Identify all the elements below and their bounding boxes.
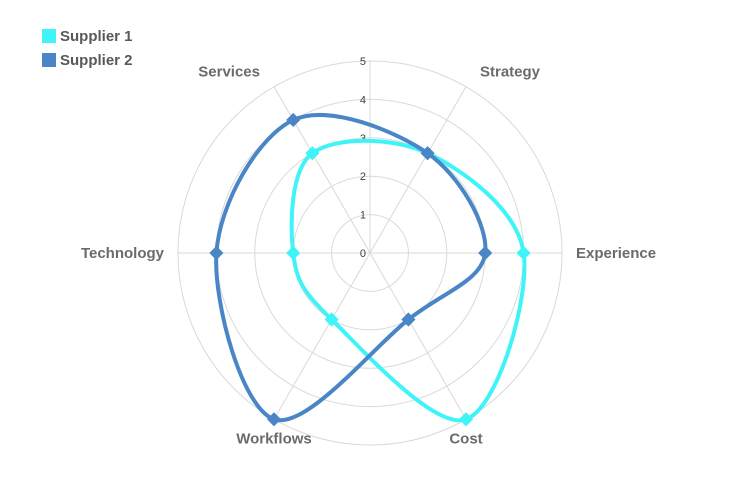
point-supplier-2-workflows xyxy=(266,412,282,427)
category-label-workflows: Workflows xyxy=(236,430,312,447)
series-line-supplier-1 xyxy=(289,138,527,423)
point-supplier-2-experience xyxy=(478,245,493,261)
point-supplier-1-experience xyxy=(516,245,531,261)
legend-swatch-supplier-1 xyxy=(42,29,56,43)
point-supplier-2-cost xyxy=(401,312,416,327)
radar-series xyxy=(209,112,531,427)
point-supplier-2-strategy xyxy=(420,146,435,161)
legend-label-supplier-2: Supplier 2 xyxy=(60,51,133,69)
legend: Supplier 1 Supplier 2 xyxy=(42,24,133,72)
tick-label-1: 1 xyxy=(360,210,366,222)
point-supplier-1-technology xyxy=(286,245,301,261)
category-label-cost: Cost xyxy=(449,430,482,447)
category-label-experience: Experience xyxy=(576,245,656,262)
legend-swatch-supplier-2 xyxy=(42,53,56,67)
point-supplier-1-cost xyxy=(458,412,474,427)
legend-item-supplier-2[interactable]: Supplier 2 xyxy=(42,48,133,72)
spoke-3 xyxy=(273,252,371,420)
category-label-technology: Technology xyxy=(81,245,165,262)
spoke-0 xyxy=(369,86,467,254)
tick-label-2: 2 xyxy=(360,171,366,183)
category-labels: Strategy Experience Cost Workflows Technolog… xyxy=(81,64,656,448)
legend-label-supplier-1: Supplier 1 xyxy=(60,27,133,45)
point-supplier-1-services xyxy=(305,146,320,161)
category-label-services: Services xyxy=(198,64,260,81)
tick-label-5: 5 xyxy=(360,56,366,68)
category-label-strategy: Strategy xyxy=(480,64,541,81)
point-supplier-2-technology xyxy=(209,245,224,261)
tick-label-0: 0 xyxy=(360,248,366,260)
spoke-5 xyxy=(273,86,371,254)
radar-grid xyxy=(177,60,563,446)
point-supplier-1-workflows xyxy=(324,312,339,327)
spoke-2 xyxy=(369,252,467,420)
tick-label-4: 4 xyxy=(360,94,366,106)
legend-item-supplier-1[interactable]: Supplier 1 xyxy=(42,24,133,48)
